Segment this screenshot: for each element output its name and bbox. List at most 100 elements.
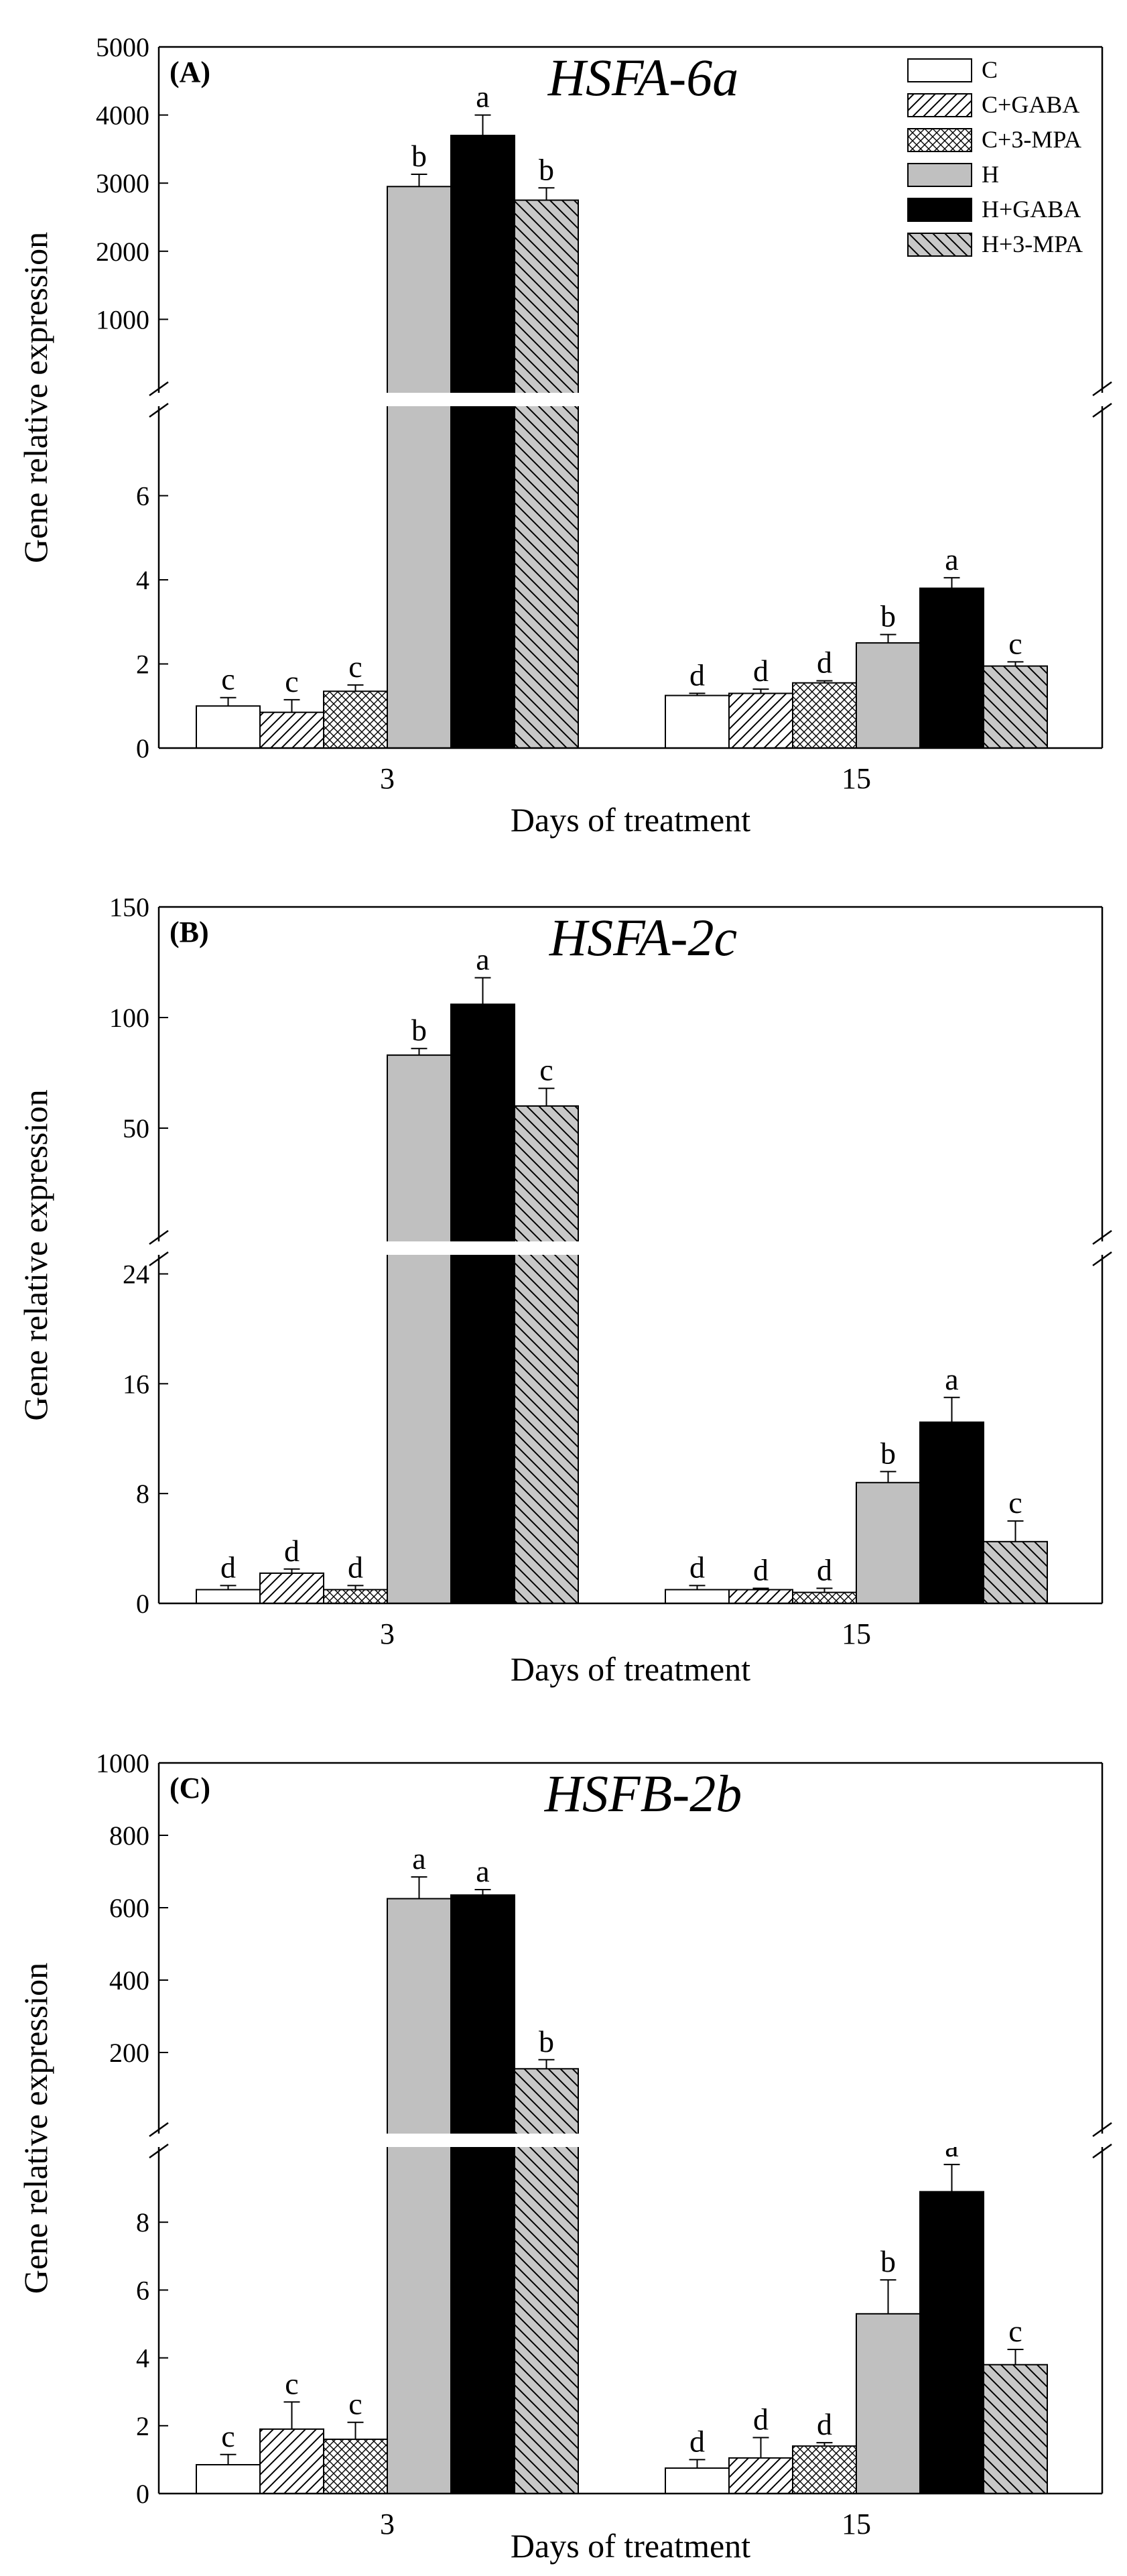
bar-h-3-mpa-15 — [983, 2364, 1048, 2494]
bar-c-15 — [665, 1589, 730, 1605]
bar-h-3-mpa-3 — [514, 1105, 579, 1604]
legend-label: H+3-MPA — [982, 231, 1083, 257]
x-tick-label: 15 — [842, 1617, 871, 1650]
y-tick-label: 4 — [136, 565, 149, 595]
legend-label: C+GABA — [982, 91, 1079, 118]
legend: C C+GABA C+3-MPA H H+GABA H+3-MPA — [907, 56, 1083, 257]
y-axis-label: Gene relative expression — [17, 1089, 54, 1420]
significance-letter: d — [689, 2424, 705, 2458]
break-mark — [1092, 381, 1112, 397]
significance-letter: a — [945, 542, 958, 576]
chart-panel-2: d d d d d d b b a a c c 50 100 150 0 8 16 24 3 15 (B) HSFA-2c D… — [17, 892, 1112, 1688]
y-tick-label: 2 — [136, 2411, 149, 2441]
break-mark — [149, 402, 169, 418]
y-tick-label: 8 — [136, 2207, 149, 2237]
axis-break-band — [160, 1241, 1101, 1255]
bar-h-15 — [856, 2313, 921, 2495]
x-tick-label: 3 — [380, 1617, 395, 1650]
bar-h-3 — [387, 1898, 452, 2494]
y-tick-label: 800 — [109, 1821, 149, 1851]
bar-h-gaba-3 — [450, 1003, 515, 1604]
significance-letter: d — [817, 1552, 832, 1587]
legend-swatch — [907, 58, 972, 82]
bar-c-gaba-15 — [728, 2457, 793, 2495]
axis-break-band — [160, 393, 1101, 406]
break-mark — [149, 2143, 169, 2159]
bar-h-gaba-15 — [919, 1421, 984, 1605]
significance-letter: d — [753, 2402, 769, 2437]
legend-swatch — [907, 93, 972, 117]
y-axis-label: Gene relative expression — [17, 232, 54, 563]
bar-h-3 — [387, 1054, 452, 1604]
bars-group: c d c d c d b b a a b c — [196, 80, 1048, 749]
bar-h-gaba-3 — [450, 135, 515, 749]
bar-h-15 — [856, 1481, 921, 1604]
significance-letter: c — [539, 1053, 553, 1087]
panel-label: (B) — [170, 916, 209, 948]
axis-break-band — [160, 2134, 1101, 2147]
bar-c-gaba-15 — [728, 1589, 793, 1605]
significance-letter: d — [284, 1534, 300, 1568]
significance-letter: c — [1008, 2314, 1022, 2348]
significance-letter: a — [476, 1854, 489, 1888]
break-mark — [1092, 2143, 1112, 2159]
bar-c-3-mpa-3 — [323, 690, 388, 749]
chart-title: HSFB-2b — [544, 1764, 742, 1823]
significance-letter: a — [412, 1841, 425, 1876]
significance-letter: b — [880, 599, 896, 633]
significance-letter: b — [539, 152, 554, 186]
bar-c-3 — [196, 705, 261, 749]
y-tick-label: 50 — [123, 1113, 149, 1144]
y-tick-label: 2 — [136, 650, 149, 680]
significance-letter: c — [285, 664, 298, 698]
legend-label: H+GABA — [982, 196, 1081, 223]
x-tick-label: 3 — [380, 2508, 395, 2540]
significance-letter: b — [411, 139, 427, 173]
significance-letter: c — [348, 650, 362, 684]
break-mark — [1092, 2122, 1112, 2138]
bar-c-gaba-15 — [728, 692, 793, 749]
bar-h-3-mpa-3 — [514, 199, 579, 749]
legend-swatch — [907, 163, 972, 187]
y-tick-label: 1000 — [96, 1748, 149, 1778]
significance-letter: a — [945, 1362, 958, 1396]
bar-h-gaba-15 — [919, 587, 984, 749]
x-tick-label: 15 — [842, 2508, 871, 2540]
y-tick-label: 400 — [109, 1965, 149, 1996]
significance-letter: d — [817, 646, 832, 680]
break-mark — [149, 2122, 169, 2138]
significance-letter: b — [411, 1013, 427, 1047]
bar-h-gaba-15 — [919, 2191, 984, 2494]
break-mark — [1092, 1251, 1112, 1267]
bar-c-gaba-3 — [259, 2428, 324, 2495]
y-tick-label: 16 — [123, 1369, 149, 1399]
bar-c-gaba-3 — [259, 1572, 324, 1605]
bar-h-3 — [387, 186, 452, 749]
significance-letter: d — [220, 1550, 236, 1584]
panel-label: (A) — [170, 56, 210, 88]
significance-letter: b — [880, 2244, 896, 2278]
y-tick-label: 4000 — [96, 101, 149, 131]
x-axis-label: Days of treatment — [511, 1650, 750, 1688]
chart-panel-1: c d c d c d b b a a b c 1000 2000 3000 4000 5000 0 2 4 6 3 15 (… — [17, 32, 1112, 839]
x-axis-label: Days of treatment — [511, 2527, 750, 2565]
y-tick-label: 4 — [136, 2343, 149, 2374]
significance-letter: c — [221, 2419, 235, 2453]
bar-h-15 — [856, 642, 921, 749]
y-tick-label: 600 — [109, 1893, 149, 1923]
y-tick-label: 6 — [136, 481, 149, 511]
bar-c-15 — [665, 694, 730, 749]
bar-c-3 — [196, 1589, 261, 1605]
y-tick-label: 6 — [136, 2275, 149, 2305]
x-axis-label: Days of treatment — [511, 801, 750, 839]
significance-letter: d — [689, 1550, 705, 1584]
bars-group: cdcdcdabaabc — [196, 1841, 1048, 2495]
panel-label: (C) — [170, 1772, 210, 1804]
y-tick-label: 0 — [136, 2479, 149, 2509]
significance-letter: b — [880, 1436, 896, 1470]
bar-c-3 — [196, 2463, 261, 2494]
significance-letter: c — [1008, 626, 1022, 660]
significance-letter: d — [348, 1550, 363, 1584]
